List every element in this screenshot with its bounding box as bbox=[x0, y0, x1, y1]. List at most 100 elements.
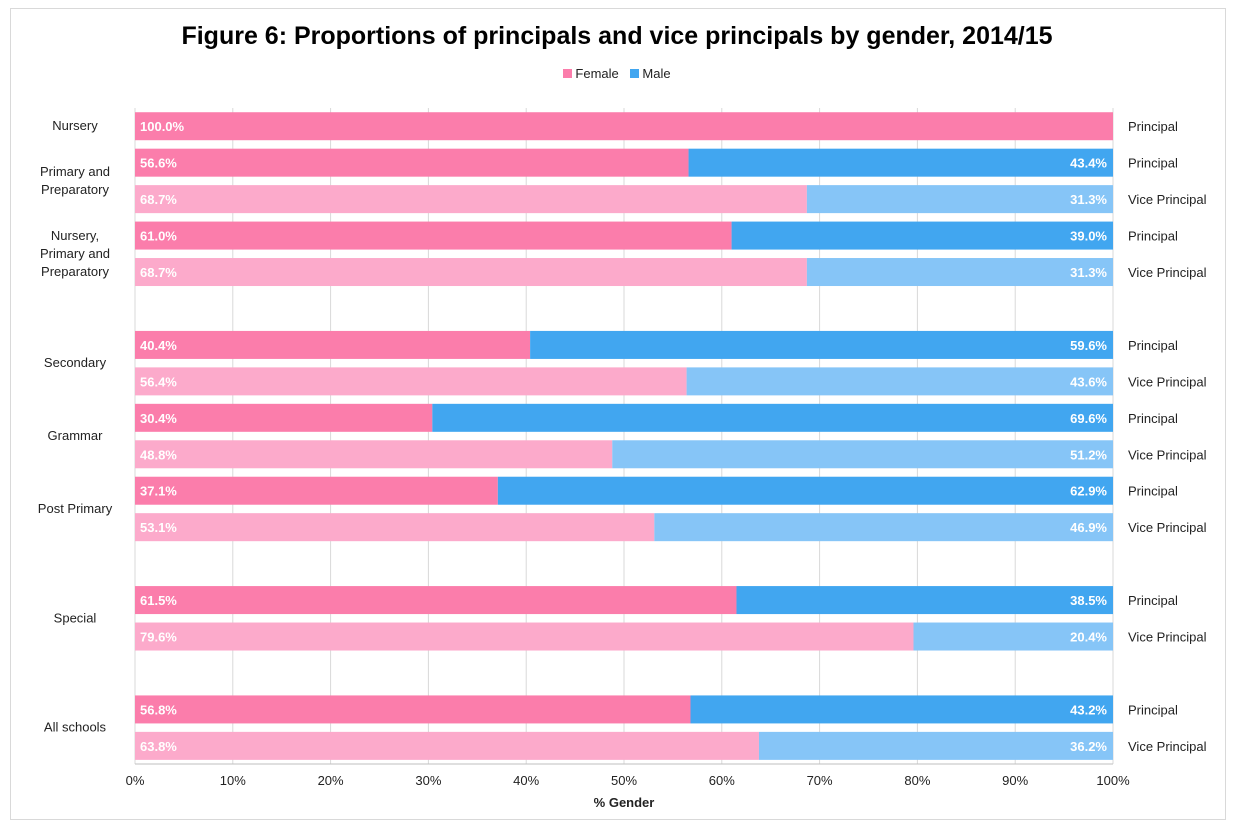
bar-male bbox=[913, 622, 1113, 651]
category-label-line: Nursery, bbox=[51, 228, 99, 243]
role-label: Vice Principal bbox=[1128, 739, 1207, 754]
x-tick-label: 60% bbox=[709, 773, 735, 788]
legend-label-male: Male bbox=[642, 66, 671, 81]
role-label: Vice Principal bbox=[1128, 192, 1207, 207]
data-label-female: 100.0% bbox=[140, 119, 185, 134]
x-tick-label: 10% bbox=[220, 773, 246, 788]
category-label: Secondary bbox=[44, 355, 107, 370]
legend-item-female: Female bbox=[563, 66, 619, 81]
data-label-male: 36.2% bbox=[1070, 739, 1107, 754]
category-label: Grammar bbox=[48, 428, 104, 443]
data-label-male: 38.5% bbox=[1070, 593, 1107, 608]
data-label-female: 56.6% bbox=[140, 156, 177, 171]
x-tick-label: 100% bbox=[1096, 773, 1130, 788]
role-label: Principal bbox=[1128, 484, 1178, 499]
x-tick-label: 0% bbox=[126, 773, 145, 788]
bar-female bbox=[135, 258, 807, 287]
legend: Female Male bbox=[0, 66, 1234, 81]
data-label-female: 53.1% bbox=[140, 520, 177, 535]
role-label: Principal bbox=[1128, 702, 1178, 717]
category-label-line: Primary and bbox=[40, 164, 110, 179]
data-label-female: 56.4% bbox=[140, 374, 177, 389]
category-label-line: Preparatory bbox=[41, 182, 109, 197]
role-label: Vice Principal bbox=[1128, 447, 1207, 462]
role-label: Principal bbox=[1128, 119, 1178, 134]
category-label-line: All schools bbox=[44, 720, 107, 735]
bar-female bbox=[135, 185, 807, 214]
data-label-male: 51.2% bbox=[1070, 447, 1107, 462]
role-label: Vice Principal bbox=[1128, 265, 1207, 280]
category-label: Post Primary bbox=[38, 501, 113, 516]
data-label-female: 63.8% bbox=[140, 739, 177, 754]
bar-female bbox=[135, 476, 498, 505]
bar-female bbox=[135, 586, 737, 615]
category-label-line: Preparatory bbox=[41, 264, 109, 279]
category-label: Nursery bbox=[52, 118, 98, 133]
x-tick-label: 40% bbox=[513, 773, 539, 788]
bar-male bbox=[686, 367, 1113, 396]
data-label-male: 46.9% bbox=[1070, 520, 1107, 535]
data-label-female: 68.7% bbox=[140, 265, 177, 280]
category-label-line: Nursery bbox=[52, 118, 98, 133]
bar-female bbox=[135, 367, 687, 396]
chart-title: Figure 6: Proportions of principals and … bbox=[181, 22, 1053, 50]
x-tick-label: 90% bbox=[1002, 773, 1028, 788]
bar-male bbox=[432, 403, 1113, 432]
x-tick-label: 50% bbox=[611, 773, 637, 788]
chart-frame bbox=[10, 8, 1226, 820]
x-tick-label: 30% bbox=[415, 773, 441, 788]
role-label: Principal bbox=[1128, 411, 1178, 426]
bar-female bbox=[135, 731, 759, 760]
bar-female bbox=[135, 148, 689, 177]
data-label-male: 20.4% bbox=[1070, 630, 1107, 645]
x-tick-label: 20% bbox=[318, 773, 344, 788]
data-label-female: 79.6% bbox=[140, 630, 177, 645]
legend-label-female: Female bbox=[575, 66, 619, 81]
category-label: All schools bbox=[44, 720, 107, 735]
bar-male bbox=[690, 695, 1113, 724]
role-label: Vice Principal bbox=[1128, 520, 1207, 535]
data-label-male: 43.6% bbox=[1070, 374, 1107, 389]
category-label: Special bbox=[54, 610, 97, 625]
legend-swatch-male bbox=[630, 69, 640, 78]
role-label: Principal bbox=[1128, 229, 1178, 244]
bar-male bbox=[758, 731, 1113, 760]
bar-female bbox=[135, 513, 655, 542]
category-label-line: Primary and bbox=[40, 246, 110, 261]
bar-female bbox=[135, 112, 1113, 141]
x-tick-label: 70% bbox=[807, 773, 833, 788]
legend-item-male: Male bbox=[630, 66, 671, 81]
bar-female bbox=[135, 695, 691, 724]
bar-male bbox=[736, 586, 1113, 615]
bar-female bbox=[135, 622, 914, 651]
data-label-male: 69.6% bbox=[1070, 411, 1107, 426]
bar-male bbox=[497, 476, 1113, 505]
data-label-male: 39.0% bbox=[1070, 229, 1107, 244]
bar-female bbox=[135, 330, 531, 359]
data-label-female: 61.0% bbox=[140, 229, 177, 244]
data-label-female: 61.5% bbox=[140, 593, 177, 608]
bar-male bbox=[806, 185, 1113, 214]
data-label-male: 31.3% bbox=[1070, 192, 1107, 207]
data-label-female: 48.8% bbox=[140, 447, 177, 462]
data-label-female: 30.4% bbox=[140, 411, 177, 426]
category-label-line: Post Primary bbox=[38, 501, 113, 516]
bar-male bbox=[731, 221, 1113, 250]
category-label: Primary and Preparatory bbox=[40, 164, 110, 197]
bar-male bbox=[612, 440, 1113, 469]
legend-swatch-female bbox=[563, 69, 573, 78]
category-label-line: Special bbox=[54, 610, 97, 625]
data-label-female: 68.7% bbox=[140, 192, 177, 207]
bar-male bbox=[688, 148, 1113, 177]
x-axis-title: % Gender bbox=[594, 795, 655, 810]
data-label-male: 43.2% bbox=[1070, 702, 1107, 717]
data-label-female: 37.1% bbox=[140, 484, 177, 499]
category-label-line: Grammar bbox=[48, 428, 104, 443]
role-label: Principal bbox=[1128, 338, 1178, 353]
bar-female bbox=[135, 440, 613, 469]
role-label: Principal bbox=[1128, 156, 1178, 171]
data-label-male: 31.3% bbox=[1070, 265, 1107, 280]
bar-female bbox=[135, 403, 433, 432]
